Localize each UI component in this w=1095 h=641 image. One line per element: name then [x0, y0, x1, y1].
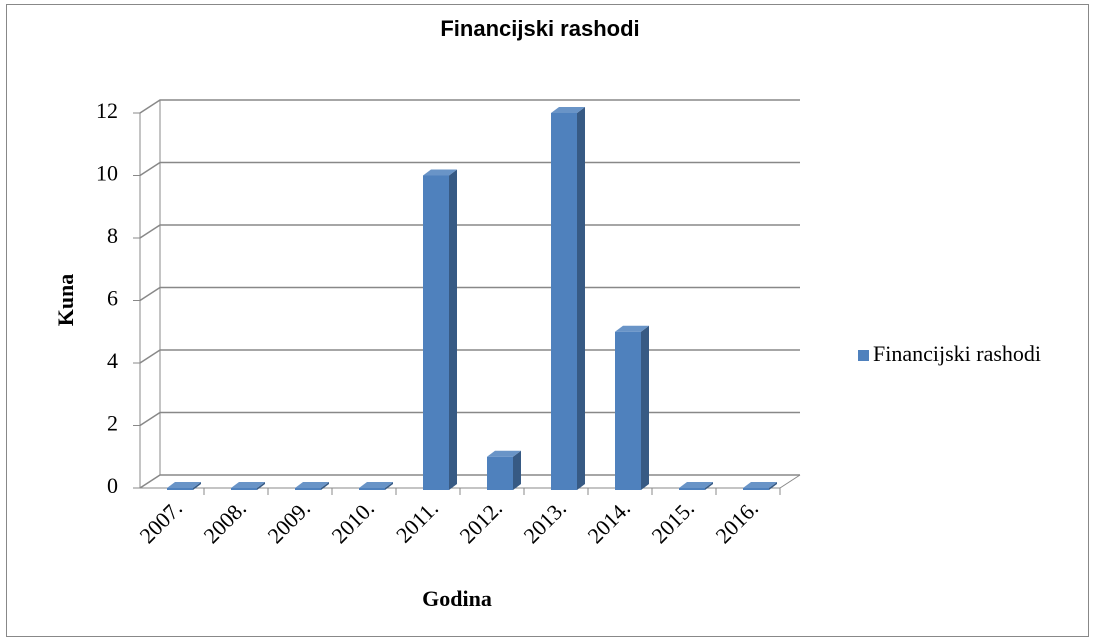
axis-line: [779, 474, 801, 489]
chart-title: Financijski rashodi: [440, 16, 639, 41]
bar: [487, 456, 513, 490]
bar-top: [359, 482, 393, 488]
y-tick-label: 10: [96, 161, 118, 186]
y-tick-label: 6: [107, 286, 118, 311]
bar-top: [423, 169, 457, 176]
y-tick-label: 12: [96, 98, 118, 123]
bar-top: [167, 482, 201, 488]
y-axis-label: Kuna: [53, 274, 78, 327]
bar: [167, 488, 193, 490]
bar-top: [487, 450, 521, 457]
grid-line: [139, 224, 800, 239]
bar-side: [321, 482, 329, 490]
bar-top: [679, 482, 713, 488]
bar-side: [577, 107, 585, 490]
bar: [231, 488, 257, 490]
bar-side: [385, 482, 393, 490]
y-tick-label: 2: [107, 411, 118, 436]
legend-label: Financijski rashodi: [873, 341, 1041, 366]
y-tick-label: 8: [107, 223, 118, 248]
bar: [743, 488, 769, 490]
y-tick-label: 0: [107, 473, 118, 498]
bar-side: [513, 450, 521, 490]
grid-line: [139, 286, 800, 302]
bar-top: [615, 325, 649, 332]
y-tick-label: 4: [107, 348, 118, 373]
bar: [295, 488, 321, 490]
bar-side: [449, 169, 457, 490]
bar-side: [705, 482, 713, 490]
bar-top: [231, 482, 265, 488]
bar-top: [295, 482, 329, 488]
bar-top: [743, 482, 777, 488]
bar-side: [769, 482, 777, 490]
grid-line: [139, 99, 800, 114]
bar-top: [551, 107, 585, 113]
grid-line: [139, 411, 800, 427]
grid-line: [139, 474, 800, 489]
bar-side: [193, 482, 201, 490]
bar-side: [257, 482, 265, 490]
bar: [423, 175, 449, 490]
grid-line: [139, 349, 800, 364]
grid-line: [139, 161, 800, 177]
legend-swatch: [858, 350, 869, 361]
chart-border: [6, 4, 1089, 637]
bar: [679, 488, 705, 490]
x-axis-label: Godina: [422, 586, 492, 611]
bar: [359, 488, 385, 490]
bar: [551, 113, 577, 490]
bar: [615, 331, 641, 490]
bar-side: [641, 325, 649, 490]
